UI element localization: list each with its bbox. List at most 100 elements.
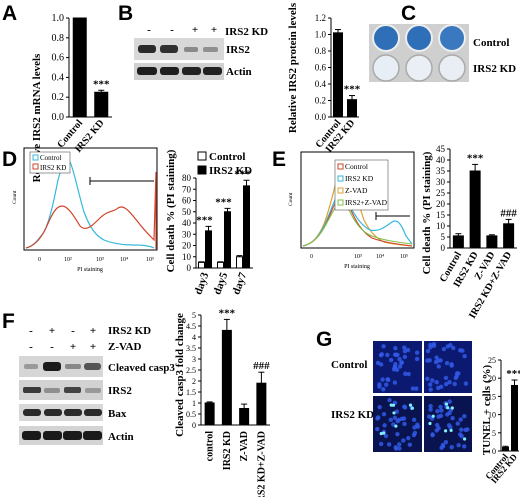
nucleus — [393, 446, 399, 451]
panel-d-yaxis: Count — [12, 190, 18, 204]
band — [184, 47, 198, 52]
panel-d-xtick-3: 10⁴ — [120, 257, 128, 263]
bar — [217, 261, 224, 269]
nucleus — [428, 344, 433, 350]
nucleus — [452, 381, 457, 387]
y-tick-label: 80 — [182, 173, 192, 183]
panel-e: E Control IRS2 KD Z-VAD IRS2+Z-VAD Count… — [272, 144, 517, 321]
bar — [94, 91, 109, 118]
panel-f-ylabel: Cleaved casp3 fold change — [174, 313, 186, 437]
tunel-positive-cell — [446, 406, 450, 410]
x-category-label: Z-VAD — [239, 431, 250, 461]
band — [43, 431, 62, 440]
band — [138, 45, 156, 53]
significance-mark: *** — [215, 196, 232, 208]
well-blue — [438, 24, 466, 52]
nucleus — [393, 345, 398, 351]
tunel-positive-cell — [431, 414, 435, 418]
significance-mark: *** — [196, 214, 213, 226]
legend-swatch — [337, 175, 344, 182]
significance-mark: *** — [344, 84, 361, 96]
band — [203, 67, 222, 75]
panel-f-r1-1: + — [49, 325, 55, 337]
y-tick-label: 0.0 — [315, 112, 327, 122]
panel-a-letter: A — [2, 2, 17, 25]
significance-mark: *** — [234, 168, 251, 180]
band — [65, 364, 81, 369]
band — [23, 409, 41, 416]
nucleus — [405, 347, 411, 353]
nucleus — [382, 423, 387, 428]
well-clear — [438, 54, 466, 82]
nucleus — [447, 399, 452, 404]
well-blue — [372, 24, 400, 52]
nucleus — [431, 341, 437, 347]
band — [83, 431, 102, 440]
y-tick-label: 10 — [182, 252, 192, 262]
panel-e-xaxis: PI staining — [344, 264, 370, 270]
bar — [243, 185, 250, 269]
nucleus — [438, 413, 444, 418]
panel-d-histogram-frame — [23, 147, 158, 251]
nucleus — [443, 439, 449, 445]
y-tick-label: 0.6 — [52, 53, 65, 64]
y-tick-label: 50 — [182, 207, 192, 217]
band — [22, 431, 41, 440]
nucleus — [459, 433, 464, 439]
y-tick-label: 30 — [436, 177, 446, 187]
nucleus — [414, 350, 420, 355]
nucleus — [462, 414, 467, 419]
nucleus — [399, 416, 404, 421]
y-tick-label: 45 — [436, 144, 446, 154]
tunel-positive-cell — [450, 406, 454, 410]
well-clear — [372, 54, 400, 82]
panel-g-ylabel: TUNEL + cells (%) — [481, 365, 493, 456]
significance-mark: ### — [500, 207, 517, 219]
nucleus — [436, 364, 441, 369]
nucleus — [375, 360, 381, 366]
y-tick-label: 30 — [182, 229, 192, 239]
significance-mark: *** — [467, 152, 484, 164]
y-tick-label: 1.2 — [315, 13, 326, 23]
nucleus — [439, 408, 444, 413]
x-category-label: day7 — [230, 270, 249, 296]
y-tick-label: 5 — [441, 232, 446, 242]
bar — [236, 256, 243, 269]
tunel-positive-cell — [379, 432, 383, 436]
y-tick-label: 1.0 — [315, 30, 327, 40]
y-tick-label: 2.5 — [186, 366, 196, 375]
significance-mark: *** — [93, 78, 110, 90]
panel-b-lane-4: + — [211, 24, 217, 36]
panel-a-ylabel: Relative IRS2 mRNA levels — [31, 53, 43, 182]
nucleus — [428, 407, 433, 412]
bar — [72, 17, 87, 118]
nucleus — [375, 426, 380, 432]
nucleus — [397, 364, 403, 369]
bar — [486, 235, 498, 249]
nucleus — [402, 405, 408, 410]
panel-e-yaxis: Count — [288, 192, 294, 206]
bar — [503, 223, 515, 249]
nucleus — [446, 423, 452, 428]
y-tick-label: 0 — [441, 243, 446, 253]
panel-b-blot-irs2 — [134, 38, 224, 60]
panel-e-ylabel: Cell death % (PI staining) — [421, 151, 433, 274]
panel-f-r2-2: + — [70, 341, 76, 353]
nucleus — [458, 417, 463, 422]
panel-c: C Control IRS2 KD — [369, 2, 516, 82]
y-tick-label: 10 — [436, 221, 446, 231]
nucleus — [454, 371, 460, 376]
panel-f-blot-irs2 — [19, 380, 103, 400]
nucleus — [445, 344, 450, 349]
nucleus — [463, 381, 469, 386]
nucleus — [451, 345, 456, 351]
nucleus — [430, 432, 435, 437]
nucleus — [387, 397, 392, 403]
band — [64, 409, 82, 416]
nucleus — [445, 412, 450, 417]
legend-swatch — [337, 199, 344, 206]
nucleus — [465, 427, 470, 432]
panel-b-lane-2: - — [170, 24, 174, 36]
tunel-positive-cell — [444, 402, 449, 406]
